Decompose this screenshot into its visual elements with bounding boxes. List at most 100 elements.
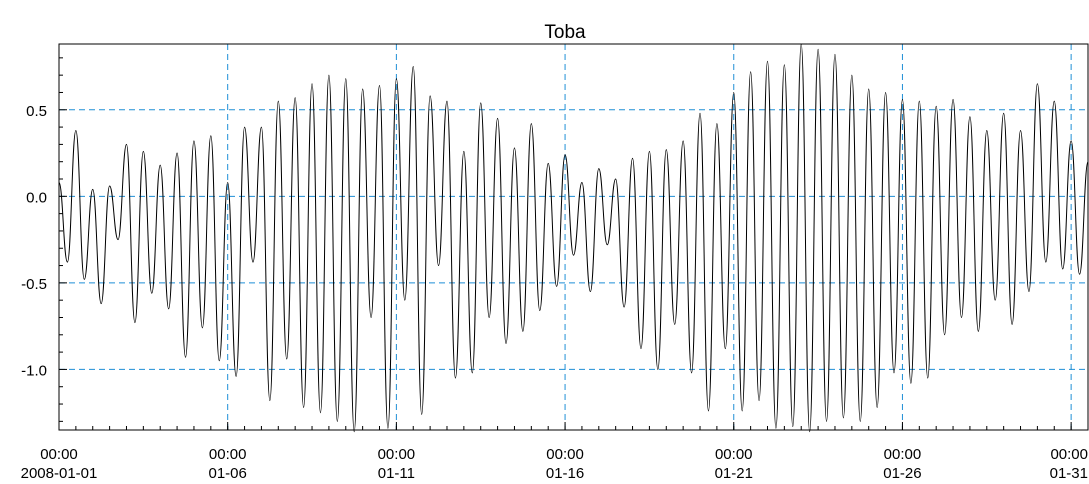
- data-point: [666, 149, 667, 150]
- x-tick-date-label: 2008-01-01: [21, 465, 98, 482]
- data-point: [252, 262, 253, 263]
- data-point: [210, 135, 211, 136]
- data-point: [455, 377, 456, 378]
- x-tick-time-label: 00:00: [378, 446, 416, 463]
- data-point: [311, 83, 312, 84]
- data-point: [573, 255, 574, 256]
- x-tick-date-label: 01-26: [883, 465, 921, 482]
- data-point: [767, 61, 768, 62]
- data-point: [556, 286, 557, 287]
- y-tick-label: -0.5: [21, 276, 47, 293]
- y-tick-label: 0.0: [26, 189, 47, 206]
- data-point: [758, 400, 759, 401]
- data-point: [84, 279, 85, 280]
- data-point: [843, 417, 844, 418]
- data-point: [126, 144, 127, 145]
- data-point: [877, 407, 878, 408]
- data-point: [910, 383, 911, 384]
- data-point: [784, 64, 785, 65]
- x-tick-time-label: 00:00: [209, 446, 247, 463]
- data-point: [969, 116, 970, 117]
- data-point: [430, 95, 431, 96]
- data-point: [1045, 262, 1046, 263]
- data-point: [961, 317, 962, 318]
- data-point: [978, 331, 979, 332]
- data-point: [927, 377, 928, 378]
- data-point: [640, 348, 641, 349]
- data-point: [109, 185, 110, 186]
- data-point: [995, 300, 996, 301]
- data-point: [92, 189, 93, 190]
- data-point: [143, 151, 144, 152]
- data-point: [615, 178, 616, 179]
- x-tick-date-label: 01-16: [546, 465, 584, 482]
- data-point: [67, 262, 68, 263]
- data-point: [860, 421, 861, 422]
- data-point: [202, 327, 203, 328]
- y-tick-label: -1.0: [21, 362, 47, 379]
- data-point: [581, 182, 582, 183]
- data-point: [387, 428, 388, 429]
- data-point: [295, 97, 296, 98]
- data-point: [489, 317, 490, 318]
- data-point: [885, 92, 886, 93]
- data-point: [598, 168, 599, 169]
- data-point: [278, 101, 279, 102]
- data-point: [775, 428, 776, 429]
- data-point: [649, 151, 650, 152]
- data-point: [236, 376, 237, 377]
- chart-title: Toba: [544, 22, 586, 43]
- data-point: [952, 99, 953, 100]
- data-point: [851, 75, 852, 76]
- data-point: [834, 54, 835, 55]
- data-point: [1011, 324, 1012, 325]
- data-point: [632, 158, 633, 159]
- data-point: [244, 126, 245, 127]
- data-point: [691, 372, 692, 373]
- data-point: [396, 78, 397, 79]
- data-point: [657, 369, 658, 370]
- data-point: [286, 358, 287, 359]
- data-point: [792, 426, 793, 427]
- data-point: [944, 334, 945, 335]
- x-tick-time-label: 00:00: [40, 446, 78, 463]
- data-point: [413, 66, 414, 67]
- data-point: [75, 130, 76, 131]
- data-point: [750, 71, 751, 72]
- data-point: [986, 130, 987, 131]
- x-tick-time-label: 00:00: [1050, 446, 1088, 463]
- data-point: [463, 151, 464, 152]
- data-point: [683, 140, 684, 141]
- data-point: [505, 343, 506, 344]
- data-point: [101, 303, 102, 304]
- data-point: [370, 317, 371, 318]
- data-point: [219, 360, 220, 361]
- data-point: [1062, 268, 1063, 269]
- data-point: [151, 293, 152, 294]
- series-layer: [58, 43, 1089, 433]
- data-point: [160, 165, 161, 166]
- data-point: [269, 400, 270, 401]
- x-tick-date-label: 01-06: [209, 465, 247, 482]
- x-tick-date-label: 01-31: [1050, 465, 1088, 482]
- data-point: [548, 163, 549, 164]
- data-point: [354, 431, 355, 432]
- data-point: [531, 123, 532, 124]
- y-tick-label: 0.5: [26, 103, 47, 120]
- data-point: [438, 265, 439, 266]
- data-point: [117, 239, 118, 240]
- data-point: [674, 324, 675, 325]
- data-point: [328, 75, 329, 76]
- data-point: [902, 99, 903, 100]
- data-point: [185, 357, 186, 358]
- data-point: [607, 244, 608, 245]
- data-point: [725, 348, 726, 349]
- data-point: [742, 410, 743, 411]
- data-point: [379, 85, 380, 86]
- x-tick-time-label: 00:00: [715, 446, 753, 463]
- data-point: [1003, 113, 1004, 114]
- data-point: [446, 101, 447, 102]
- data-point: [514, 147, 515, 148]
- data-point: [193, 140, 194, 141]
- x-tick-time-label: 00:00: [546, 446, 584, 463]
